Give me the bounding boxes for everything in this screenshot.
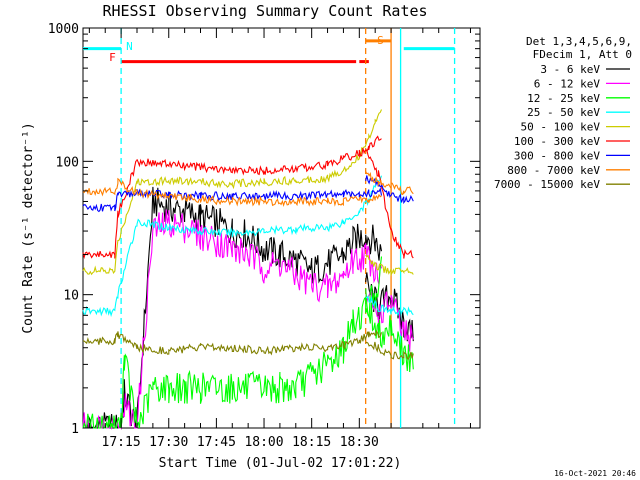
x-tick-label: 17:45 [197,435,236,450]
legend-entry-label: 50 - 100 keV [521,121,601,134]
series-line-300-800-keV [365,175,414,205]
legend-header: Det 1,3,4,5,6,9, [526,35,632,48]
series-line-6-12-keV [365,289,414,352]
flag-marker-label: N [126,40,133,53]
x-tick-label: 17:15 [102,435,141,450]
series-line-800-7000-keV [365,171,414,196]
series-line-50-100-keV [365,254,414,277]
series-line-800-7000-keV [82,177,382,208]
legend-entry-label: 6 - 12 keV [534,77,601,90]
series-line-7000-15000-keV [82,329,383,356]
series-line-6-12-keV [82,209,383,430]
series-line-25-50-keV [365,295,414,317]
series-layer [82,109,414,430]
series-line-100-300-keV [365,149,414,259]
flag-layer: NF S [83,34,455,64]
series-line-12-25-keV [82,256,383,429]
timestamp: 16-Oct-2021 20:46 [554,469,636,478]
x-tick-label: 18:15 [292,435,331,450]
y-tick-label: 1 [71,422,79,437]
x-tick-label: 17:30 [149,435,188,450]
plot-frame [82,27,481,429]
x-axis-ticks: 17:15 17:30 17:45 18:00 18:15 18:30 [88,28,471,450]
chart-title: RHESSI Observing Summary Count Rates [102,2,427,20]
y-tick-label: 100 [56,155,79,170]
series-line-25-50-keV [82,175,383,318]
series-line-50-100-keV [82,109,383,276]
vline-layer [120,28,456,428]
y-axis-label: Count Rate (s⁻¹ detector⁻¹) [21,122,36,333]
flag-marker-label: F [109,51,116,64]
x-tick-label: 18:30 [340,435,379,450]
legend-entry-label: 300 - 800 keV [514,149,600,162]
x-axis-label: Start Time (01-Jul-02 17:01:22) [159,456,402,471]
flag-marker-label: S [377,34,384,47]
legend-entry-label: 25 - 50 keV [527,106,600,119]
series-line-7000-15000-keV [365,341,414,360]
series-line-100-300-keV [82,135,382,260]
x-tick-label: 18:00 [244,435,283,450]
y-tick-label: 1000 [48,22,79,37]
legend-entry-label: 12 - 25 keV [527,92,600,105]
legend-entry-label: 3 - 6 keV [540,63,600,76]
legend-entry-label: 7000 - 15000 keV [494,178,600,191]
legend-entry-label: 800 - 7000 keV [507,164,600,177]
legend-header: FDecim 1, Att 0 [533,48,632,61]
series-line-12-25-keV [365,288,414,373]
legend: Det 1,3,4,5,6,9,FDecim 1, Att 0 3 - 6 keV… [494,35,632,191]
legend-entry-label: 100 - 300 keV [514,135,600,148]
y-axis-ticks: 1 10 100 1000 [48,22,480,437]
y-tick-label: 10 [63,289,79,304]
